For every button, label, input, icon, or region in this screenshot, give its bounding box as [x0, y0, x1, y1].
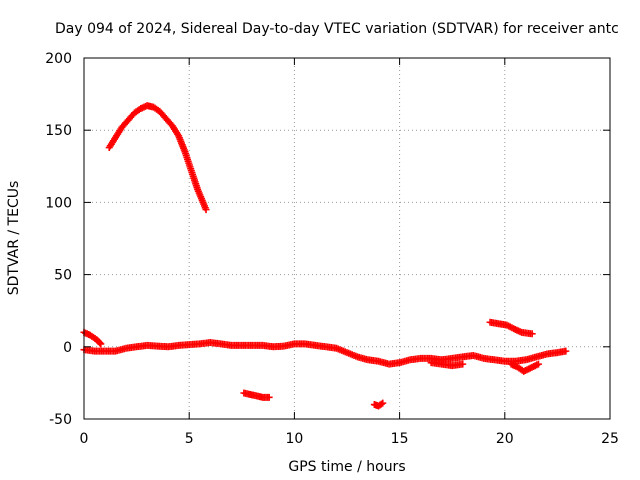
- data-points: [80, 102, 570, 410]
- y-axis-label: SDTVAR / TECUs: [6, 181, 22, 296]
- data-point: [377, 400, 385, 408]
- series-segment-8h: [240, 389, 273, 401]
- x-ticks: 0 5 10 15 20 25: [80, 58, 619, 447]
- plot-frame: [83, 57, 611, 420]
- y-tick-label: 150: [45, 123, 72, 139]
- data-point: [97, 340, 105, 348]
- data-point: [265, 393, 273, 401]
- data-point: [202, 206, 210, 214]
- x-tick-label: 5: [185, 431, 194, 447]
- data-point: [528, 330, 536, 338]
- data-point: [562, 347, 570, 355]
- y-tick-label: 50: [54, 268, 72, 284]
- series-segment-19h: [486, 318, 536, 338]
- y-tick-label: 200: [45, 51, 72, 67]
- x-tick-label: 10: [285, 431, 303, 447]
- series-arc: [105, 102, 210, 214]
- data-point: [459, 360, 467, 368]
- x-axis-label: GPS time / hours: [288, 459, 405, 475]
- x-tick-label: 20: [496, 431, 514, 447]
- data-point: [534, 360, 542, 368]
- series-baseline: [80, 338, 570, 368]
- series-segment-21h: [507, 360, 542, 375]
- y-tick-label: 0: [63, 340, 72, 356]
- x-tick-label: 25: [601, 431, 619, 447]
- series-segment-17h: [427, 359, 467, 370]
- data-point: [379, 399, 387, 407]
- y-ticks: -50 0 50 100 150 200: [45, 51, 610, 428]
- x-tick-label: 15: [391, 431, 409, 447]
- series-segment-14h: [370, 399, 387, 410]
- data-point: [96, 339, 104, 347]
- chart-title: Day 094 of 2024, Sidereal Day-to-day VTE…: [55, 21, 619, 37]
- x-tick-label: 0: [80, 431, 89, 447]
- y-tick-label: 100: [45, 195, 72, 211]
- y-tick-label: -50: [49, 412, 72, 428]
